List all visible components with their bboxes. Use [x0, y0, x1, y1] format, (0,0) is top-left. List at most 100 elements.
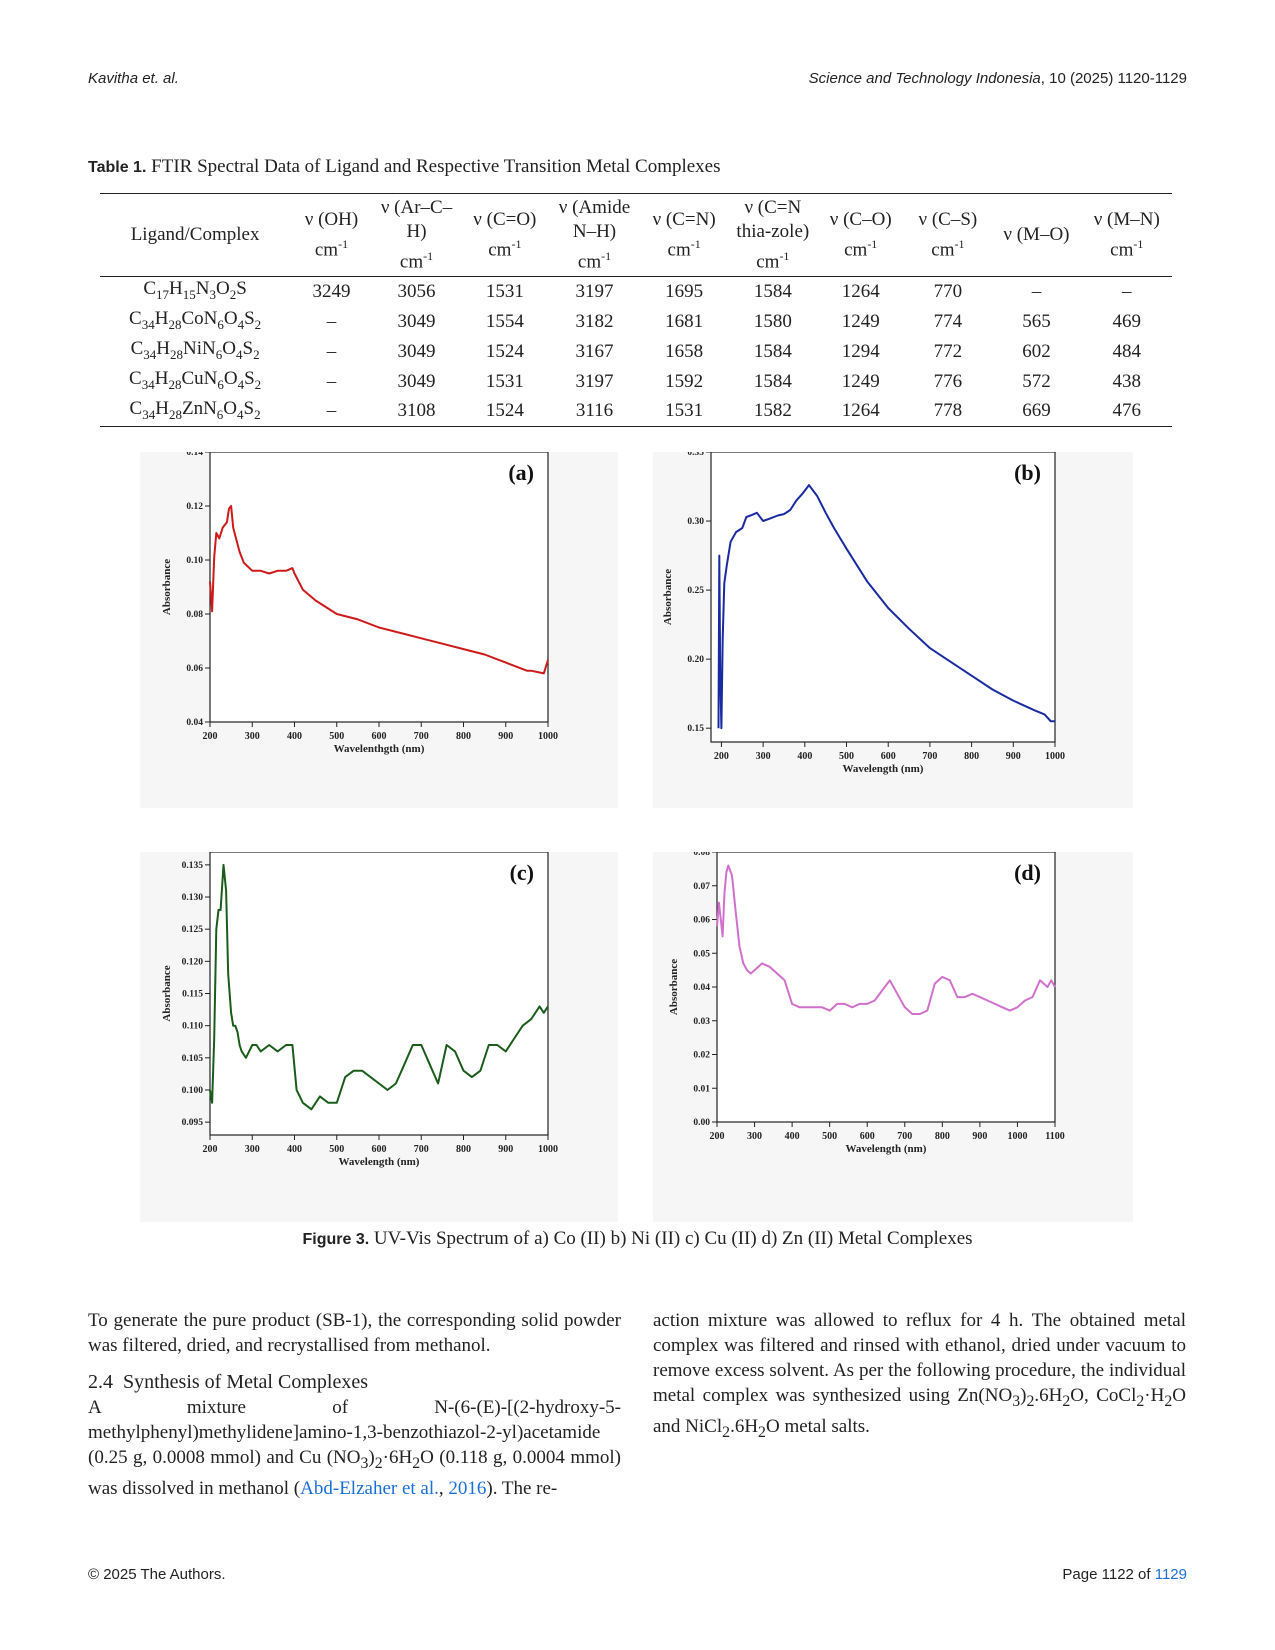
text-run: O, CoCl: [1070, 1385, 1137, 1406]
table-header-row: Ligand/Complex ν (OH) cm-1 ν (Ar–C–H) cm-1 ν …: [100, 193, 1172, 277]
table-row: C34H28CoN6O4S2 – 3049 1554 3182 1681 1580 1249 7…: [100, 307, 1172, 337]
x-axis-label: Wavelength (nm): [846, 1143, 927, 1155]
spectrum-line: [717, 484, 1055, 730]
x-axis-label: Wavelength (nm): [339, 1156, 420, 1168]
table-cell: 1531: [665, 400, 704, 422]
table-cell: –: [326, 311, 337, 333]
section-number: 2.4: [88, 1371, 113, 1393]
table-cell: –: [1122, 281, 1132, 303]
x-tick-label: 400: [287, 731, 302, 742]
journal-volume: , 10 (2025) 1120-1129: [1040, 70, 1187, 87]
citation-link-year[interactable]: 2016: [448, 1477, 487, 1499]
footer-copyright: © 2025 The Authors.: [88, 1566, 226, 1583]
compound-formula: C34H28ZnN6O4S2: [129, 397, 261, 422]
ftir-table: Ligand/Complex ν (OH) cm-1 ν (Ar–C–H) cm-1 ν …: [100, 193, 1172, 427]
plot-frame: [710, 452, 1056, 743]
y-axis-label: Absorbance: [161, 965, 173, 1021]
x-tick-label: 200: [203, 731, 218, 742]
x-tick-label: 500: [329, 1144, 344, 1155]
x-tick-label: 700: [414, 1144, 429, 1155]
x-tick-label: 600: [881, 751, 896, 762]
section-title: Synthesis of Metal Complexes: [123, 1371, 368, 1393]
x-tick-label: 300: [747, 1131, 762, 1142]
text-run: action mixture was allowed to reflux for…: [653, 1310, 1186, 1406]
figure-panel-d: 200 300 400 500 600 700 800 900 1000 1100 0.00 0.01…: [653, 852, 1133, 1222]
x-tick-label: 700: [414, 731, 429, 742]
plot-frame: [209, 452, 549, 723]
x-tick-label: 900: [1006, 751, 1021, 762]
footer-page-number: Page 1122 of 1129: [1062, 1566, 1187, 1583]
x-tick-label: 400: [785, 1131, 800, 1142]
column-unit: cm-1: [488, 237, 522, 261]
y-tick-label: 0.07: [693, 882, 710, 892]
y-tick-label: 0.110: [182, 1022, 203, 1032]
table-cell: 3197: [575, 370, 614, 392]
table-cell: 3056: [397, 281, 436, 303]
table-cell: 1531: [485, 370, 524, 392]
column-header-3: ν (C=O) cm-1: [460, 194, 549, 277]
uv-vis-plot-d: 200 300 400 500 600 700 800 900 1000 1100 0.00 0.01…: [668, 852, 1065, 1155]
x-tick-label: 800: [935, 1131, 950, 1142]
x-tick-label: 900: [498, 731, 513, 742]
y-tick-label: 0.14: [186, 452, 203, 458]
column-header-8: ν (C–S) cm-1: [904, 194, 991, 277]
y-tick-label: 0.100: [182, 1086, 204, 1096]
x-tick-label: 1100: [1045, 1131, 1064, 1142]
y-tick-label: 0.02: [693, 1051, 710, 1061]
column-unit: cm-1: [667, 237, 701, 261]
y-tick-label: 0.10: [186, 556, 203, 566]
paragraph-synthesis: A mixture of N-(6-(E)-[(2-hydroxy-5-meth…: [88, 1397, 621, 1499]
table-cell: –: [1031, 281, 1042, 303]
table-cell: 770: [933, 281, 963, 303]
x-tick-label: 800: [964, 751, 979, 762]
y-tick-label: 0.125: [182, 925, 204, 935]
table-cell: 778: [933, 400, 963, 422]
x-tick-label: 200: [714, 751, 729, 762]
figure-panel-b: 200 300 400 500 600 700 800 900 1000 0.15 0.20 0.25…: [653, 452, 1133, 808]
table-cell: –: [326, 340, 337, 362]
panel-label: (d): [1014, 860, 1041, 885]
x-tick-label: 200: [203, 1144, 218, 1155]
citation-link-author[interactable]: Abd-Elzaher et al.: [300, 1477, 439, 1499]
table-cell: 3249: [312, 281, 351, 303]
table-cell: 1554: [485, 311, 524, 333]
table-cell: 1658: [665, 340, 704, 362]
column-header-4: ν (Amide N–H) cm-1: [549, 194, 639, 277]
table-cell: 1249: [841, 311, 880, 333]
x-tick-label: 400: [287, 1144, 302, 1155]
column-unit: cm-1: [844, 237, 878, 261]
y-tick-label: 0.135: [182, 861, 204, 871]
panel-label: (a): [508, 460, 534, 485]
running-header-journal: Science and Technology Indonesia, 10 (20…: [809, 70, 1187, 87]
y-tick-label: 0.06: [186, 664, 203, 674]
running-header-authors: Kavitha et. al.: [88, 70, 179, 87]
y-tick-label: 0.08: [186, 610, 203, 620]
total-pages-link[interactable]: 1129: [1154, 1566, 1187, 1583]
journal-name: Science and Technology Indonesia: [808, 70, 1041, 87]
table-cell: 484: [1112, 340, 1142, 362]
x-tick-label: 800: [456, 731, 471, 742]
x-tick-label: 900: [498, 1144, 513, 1155]
y-tick-label: 0.00: [693, 1118, 710, 1128]
y-tick-label: 0.115: [182, 990, 203, 1000]
y-tick-label: 0.30: [687, 517, 704, 527]
compound-formula: C34H28NiN6O4S2: [130, 337, 260, 362]
x-tick-label: 300: [245, 1144, 260, 1155]
paragraph-reflux: action mixture was allowed to reflux for…: [653, 1310, 1186, 1441]
table-cell: 3197: [575, 281, 614, 303]
column-header-label: Ligand/Complex: [130, 224, 260, 246]
table-row: C17H15N3O2S 3249 3056 1531 3197 1695 1584 1264 7…: [100, 277, 1172, 307]
x-tick-label: 600: [372, 731, 387, 742]
table-row: C34H28ZnN6O4S2 – 3108 1524 3116 1531 1582 1264 7…: [100, 397, 1172, 427]
table-cell: 572: [1022, 370, 1051, 392]
column-unit: cm-1: [1110, 237, 1144, 261]
column-header-5: ν (C=N) cm-1: [640, 194, 729, 277]
y-tick-label: 0.08: [693, 852, 710, 858]
figure-label: Figure 3.: [302, 1231, 370, 1248]
uv-vis-plot-b: 200 300 400 500 600 700 800 900 1000 0.15 0.20 0.25…: [662, 452, 1065, 775]
column-header-10: ν (M–N) cm-1: [1082, 194, 1172, 277]
column-unit: cm-1: [577, 249, 612, 273]
y-axis-label: Absorbance: [668, 959, 680, 1015]
table-cell: 1524: [485, 340, 524, 362]
column-header-7: ν (C–O) cm-1: [817, 194, 905, 277]
